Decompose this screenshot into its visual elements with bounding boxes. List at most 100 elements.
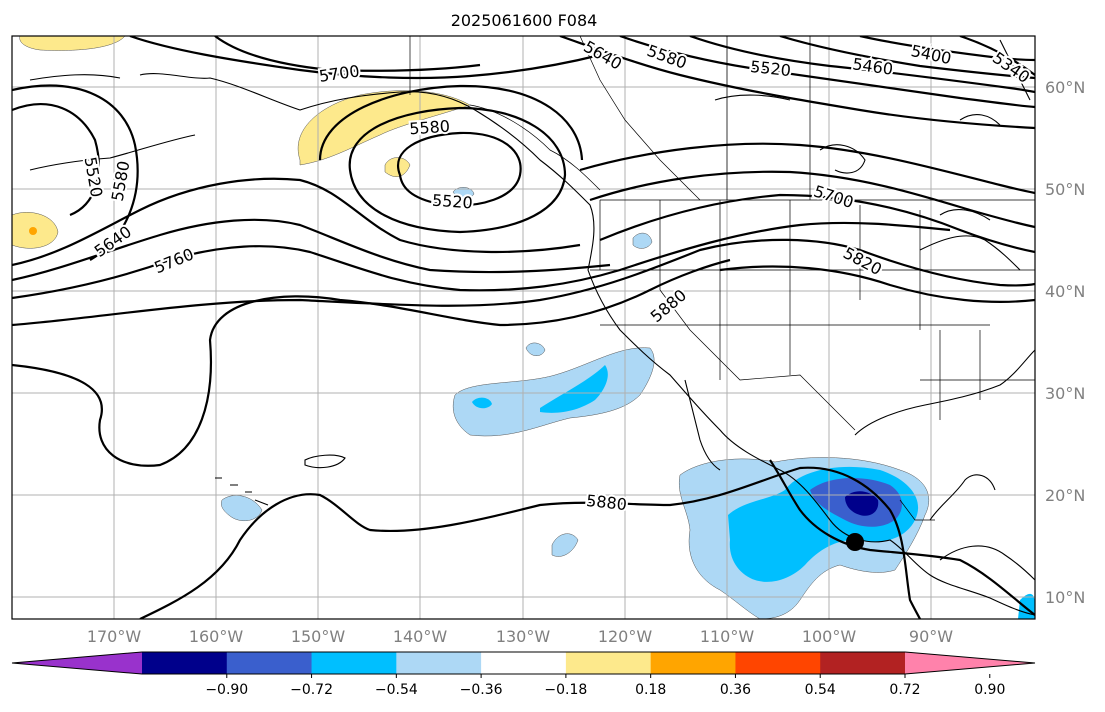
- negative-anomaly-pacific: [452, 347, 655, 437]
- lat-label: 60°N: [1045, 78, 1085, 97]
- lat-label: 50°N: [1045, 180, 1085, 199]
- colorbar-ticks: −0.90 −0.72 −0.54 −0.36 −0.18 0.18 0.36 0.54 0.7…: [205, 674, 1005, 698]
- contour-5640-low: [348, 106, 567, 234]
- contour-label: 5640: [580, 37, 625, 74]
- lon-label: 170°W: [87, 627, 142, 646]
- contour-east-5640: [589, 170, 1035, 229]
- colorbar-tick-label: −0.72: [290, 682, 333, 698]
- contour-north-5580: [619, 36, 1035, 109]
- contour-label: 5460: [851, 54, 894, 78]
- colorbar-segment: [311, 652, 397, 674]
- colorbar-segment: [481, 652, 567, 674]
- contour-5880: [12, 258, 731, 467]
- coastlines: [29, 39, 1035, 616]
- positive-core-west: [29, 227, 37, 235]
- negative-anomaly-small-5: [1018, 593, 1035, 619]
- contour-north-5460: [779, 36, 1035, 80]
- colorbar-tick-label: −0.54: [375, 682, 418, 698]
- negative-anomaly-hawaii: [221, 495, 263, 522]
- colorbar-tick-label: −0.90: [205, 682, 248, 698]
- lon-label: 90°W: [909, 627, 953, 646]
- lon-label: 100°W: [802, 627, 857, 646]
- negative-anomaly-mexico-core: [845, 491, 879, 516]
- lat-label: 20°N: [1045, 486, 1085, 505]
- contour-east-5580: [579, 142, 1035, 195]
- contour-north-5640: [559, 36, 1035, 130]
- negative-anomaly-small-2: [525, 342, 546, 356]
- contour-label: 5700: [318, 61, 361, 85]
- shading: [12, 36, 1035, 619]
- lon-label: 140°W: [393, 627, 448, 646]
- contour-label: 5400: [909, 41, 953, 68]
- lon-label: 130°W: [496, 627, 551, 646]
- contour-5580-north: [214, 36, 481, 72]
- contour-5880-south: [139, 466, 921, 619]
- colorbar-tick-label: 0.18: [635, 682, 666, 698]
- contour-label: 5760: [152, 244, 197, 277]
- map-title: 2025061600 F084: [451, 11, 598, 30]
- contour-label: 5520: [749, 57, 791, 80]
- colorbar-tick-label: 0.36: [720, 682, 751, 698]
- lon-label: 160°W: [189, 627, 244, 646]
- contour-label: 5880: [647, 285, 690, 326]
- contour-mexico-trough: [769, 459, 1035, 616]
- colorbar-segment: [735, 652, 821, 674]
- contour-label: 5580: [409, 117, 451, 139]
- lon-label: 120°W: [598, 627, 653, 646]
- lon-label: 110°W: [700, 627, 755, 646]
- colorbar-segment: [820, 652, 906, 674]
- contour-west-5580: [12, 84, 139, 261]
- contour-west-5520: [12, 103, 100, 217]
- colorbar-tick-label: 0.72: [889, 682, 920, 698]
- contour-label: 5700: [811, 181, 856, 212]
- colorbar-segment: [565, 652, 652, 674]
- contour-north-5520: [689, 36, 1035, 94]
- contour-east-5820: [719, 265, 1035, 303]
- lon-label: 150°W: [291, 627, 346, 646]
- negative-anomaly-small-3: [632, 232, 653, 249]
- colorbar-tick-label: −0.18: [544, 682, 587, 698]
- borders: [409, 36, 1035, 521]
- contour-label: 5580: [108, 159, 134, 202]
- contour-5820: [12, 238, 1035, 327]
- contour-label: 5520: [431, 191, 473, 213]
- colorbar-segment: [396, 652, 482, 674]
- colorbar-segment: [650, 652, 736, 674]
- contour-5760: [12, 221, 951, 300]
- contour-5580-low: [397, 131, 522, 207]
- contour-label: 5880: [585, 491, 627, 514]
- negative-anomaly-small-1: [551, 533, 579, 557]
- height-contours: [12, 36, 1035, 619]
- colorbar-segment: [226, 652, 313, 674]
- contour-labels: 5700 5640 5580 5520 5460 5400 5340 5580 …: [79, 36, 1035, 516]
- negative-anomaly-pacific-spot: [472, 397, 492, 409]
- negative-anomaly-pacific-core: [540, 365, 608, 413]
- lat-label: 40°N: [1045, 282, 1085, 301]
- colorbar-tick-label: −0.36: [460, 682, 503, 698]
- colorbar-tick-label: 0.90: [974, 682, 1005, 698]
- contour-label: 5640: [91, 222, 135, 261]
- contour-east-5700: [599, 193, 1035, 254]
- contour-label: 5520: [81, 155, 107, 198]
- contour-5640: [12, 177, 581, 267]
- contour-north-5400: [859, 36, 1035, 62]
- map-frame: [11, 35, 1036, 620]
- positive-anomaly-gulf-of-alaska: [297, 90, 471, 166]
- lat-label: 30°N: [1045, 384, 1085, 403]
- contour-north-5340: [959, 36, 1035, 76]
- contour-5700: [12, 218, 611, 282]
- contour-5700-low: [318, 84, 584, 161]
- map-area: 5700 5640 5580 5520 5460 5400 5340 5580 …: [12, 36, 1035, 619]
- colorbar-max-extension: [905, 652, 1035, 674]
- longitude-labels: 170°W 160°W 150°W 140°W 130°W 120°W 110°…: [87, 627, 953, 646]
- lat-label: 10°N: [1045, 588, 1085, 607]
- colorbar: [11, 651, 1036, 675]
- positive-anomaly-top-left: [19, 36, 126, 51]
- colorbar-segment: [142, 652, 228, 674]
- latitude-labels: 60°N 50°N 40°N 30°N 20°N 10°N: [1045, 78, 1085, 607]
- contour-label: 5340: [989, 48, 1033, 87]
- colorbar-outline: [11, 651, 1036, 675]
- negative-anomaly-small-4: [452, 187, 475, 199]
- colorbar-tick-label: 0.54: [805, 682, 836, 698]
